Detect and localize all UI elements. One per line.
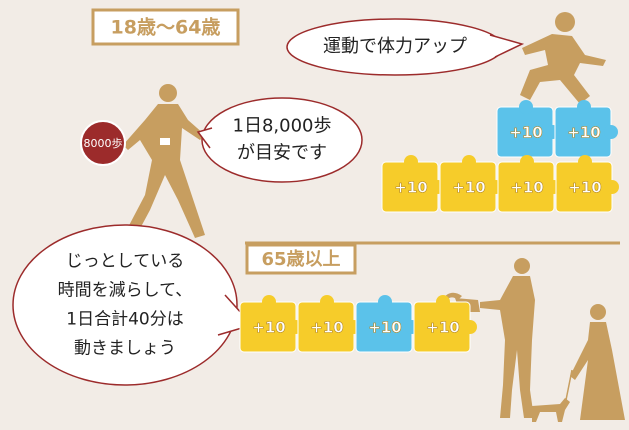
runner-body (520, 34, 606, 104)
bubble-text: じっとしている (66, 252, 185, 272)
piece-label: +10 (567, 124, 600, 142)
bubble-tail (196, 127, 213, 149)
age-label-box (91, 8, 240, 46)
pedometer (160, 138, 170, 145)
puzzle-piece: +10 (555, 155, 619, 213)
piece-knob (604, 125, 618, 139)
piece-knob (378, 295, 392, 309)
piece-label: +10 (510, 179, 543, 197)
puzzle-piece: +10 (297, 295, 361, 353)
puzzle-piece: +10 (496, 100, 560, 158)
piece-knob (462, 155, 476, 169)
puzzle-piece: +10 (355, 295, 419, 353)
piece-knob (519, 100, 533, 114)
gardener-body (480, 276, 535, 418)
bubble-text: 時間を減らして、 (58, 281, 193, 301)
piece-label: +10 (252, 319, 285, 337)
woman-head (590, 304, 606, 320)
dog (526, 398, 570, 422)
walker-head (159, 84, 177, 102)
puzzle-piece: +10 (439, 155, 503, 213)
piece-label: +10 (509, 124, 542, 142)
speech-bubble (12, 224, 238, 386)
piece-knob (463, 320, 477, 334)
bubble-text: 運動で体力アップ (323, 36, 467, 57)
gardener-head (514, 258, 530, 274)
puzzle-piece: +10 (413, 295, 477, 353)
age-label: 18歳〜64歳 (111, 17, 221, 39)
bubble-text: 動きましょう (74, 339, 176, 359)
piece-knob (404, 155, 418, 169)
woman-body (570, 322, 625, 420)
bubble-text: 1日8,000歩 (233, 116, 332, 137)
bubble-text: 1日合計40分は (66, 310, 183, 330)
piece-label: +10 (452, 179, 485, 197)
piece-knob (320, 295, 334, 309)
puzzle-piece: +10 (239, 295, 303, 353)
step-badge (80, 120, 126, 166)
piece-knob (436, 295, 450, 309)
age-label-box (245, 243, 357, 275)
age-label: 65歳以上 (261, 249, 340, 270)
piece-label: +10 (310, 319, 343, 337)
piece-label: +10 (394, 179, 427, 197)
leash (565, 369, 573, 401)
piece-knob (262, 295, 276, 309)
runner-head (555, 12, 575, 32)
piece-knob (520, 155, 534, 169)
piece-label: +10 (368, 319, 401, 337)
piece-label: +10 (568, 179, 601, 197)
piece-knob (578, 155, 592, 169)
step-badge-text: 8000歩 (84, 136, 123, 150)
piece-knob (605, 180, 619, 194)
speech-bubble (201, 97, 363, 183)
bubble-tail (489, 34, 525, 58)
puzzle-piece: +10 (497, 155, 561, 213)
piece-knob (577, 100, 591, 114)
walker-body (123, 104, 205, 238)
piece-label: +10 (426, 319, 459, 337)
puzzle-piece: +10 (381, 155, 445, 213)
puzzle-piece: +10 (554, 100, 618, 158)
bubble-text: が目安です (237, 143, 327, 164)
